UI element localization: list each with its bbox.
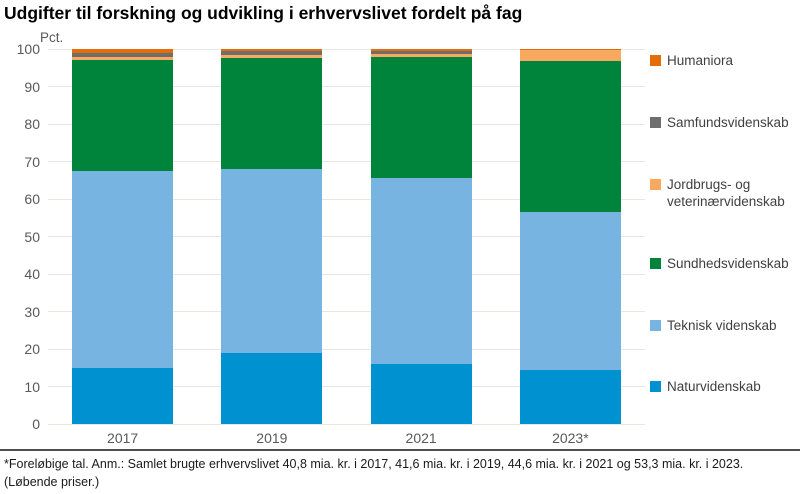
segment-humaniora [370, 49, 472, 51]
segment-naturvidenskab [72, 367, 174, 424]
gridline-70 [48, 161, 645, 162]
segment-teknisk-videnskab [72, 170, 174, 368]
segment-jordbrugs-og-veterin-rvidenskab [519, 50, 621, 61]
stacked-bar-2023* [519, 49, 621, 424]
legend: Humaniora Samfundsvidenskab Jordbrugs- og … [650, 52, 798, 396]
stacked-bar-2019 [221, 49, 323, 424]
x-tick-label-2021: 2021 [405, 430, 437, 446]
legend-item-jordbrugs-og-veterin-rvidenskab: Jordbrugs- og veterinærvidenskab [650, 176, 798, 211]
plot-area [48, 48, 645, 425]
y-axis-unit-label: Pct. [40, 30, 64, 45]
legend-label: Samfundsvidenskab [667, 114, 789, 130]
bar-slot-2021 [347, 49, 496, 424]
legend-swatch-icon [650, 178, 661, 190]
y-tick-label-70: 70 [24, 153, 40, 170]
segment-sundhedsvidenskab [221, 58, 323, 169]
x-tick-label-2019: 2019 [256, 430, 288, 446]
segment-humaniora [221, 49, 323, 51]
legend-item-humaniora: Humaniora [650, 52, 798, 70]
legend-swatch-icon [650, 381, 661, 393]
y-tick-label-100: 100 [16, 41, 40, 57]
y-tick-label-20: 20 [24, 341, 40, 357]
footer-divider [0, 449, 800, 451]
segment-naturvidenskab [519, 369, 621, 424]
segment-samfundsvidenskab [72, 52, 174, 57]
y-tick-label-90: 90 [24, 78, 40, 95]
legend-swatch-icon [650, 116, 661, 128]
bar-slot-2017 [48, 49, 197, 424]
segment-humaniora [519, 49, 621, 51]
y-tick-label-0: 0 [32, 416, 40, 432]
chart-title: Udgifter til forskning og udvikling i er… [4, 3, 523, 23]
y-tick-label-50: 50 [24, 228, 40, 245]
gridline-60 [48, 198, 645, 200]
bars-container [48, 49, 645, 424]
y-tick-label-60: 60 [24, 191, 40, 207]
y-tick-label-30: 30 [24, 303, 40, 320]
y-tick-label-80: 80 [24, 116, 40, 132]
segment-jordbrugs-og-veterin-rvidenskab [221, 54, 323, 59]
y-tick-label-10: 10 [24, 378, 40, 395]
gridline-20 [48, 348, 645, 350]
segment-sundhedsvidenskab [370, 56, 472, 179]
x-tick-label-2023*: 2023* [552, 430, 589, 446]
segment-teknisk-videnskab [221, 169, 323, 353]
stacked-bar-2017 [72, 49, 174, 424]
legend-label: Teknisk videnskab [667, 317, 777, 333]
segment-samfundsvidenskab [221, 50, 323, 55]
legend-label: Naturvidenskab [667, 379, 761, 395]
segment-naturvidenskab [370, 364, 472, 424]
bar-slot-2023* [496, 49, 645, 424]
gridline-0 [48, 423, 645, 425]
x-tick-label-2017: 2017 [107, 430, 139, 446]
gridline-90 [48, 86, 645, 87]
gridline-10 [48, 386, 645, 387]
segment-sundhedsvidenskab [519, 60, 621, 213]
segment-naturvidenskab [221, 352, 323, 424]
gridline-100 [48, 48, 645, 50]
legend-item-teknisk-videnskab: Teknisk videnskab [650, 317, 798, 335]
legend-swatch-icon [650, 257, 661, 269]
segment-jordbrugs-og-veterin-rvidenskab [72, 56, 174, 61]
legend-item-naturvidenskab: Naturvidenskab [650, 378, 798, 396]
segment-teknisk-videnskab [370, 178, 472, 364]
gridline-80 [48, 123, 645, 125]
legend-item-sundhedsvidenskab: Sundhedsvidenskab [650, 255, 798, 273]
gridline-40 [48, 273, 645, 275]
segment-sundhedsvidenskab [72, 60, 174, 171]
legend-label: Jordbrugs- og veterinærvidenskab [667, 176, 785, 210]
segment-samfundsvidenskab [370, 50, 472, 55]
stacked-bar-2021 [370, 49, 472, 424]
bar-slot-2019 [197, 49, 346, 424]
footnote-text: *Foreløbige tal. Anm.: Samlet brugte erh… [4, 457, 744, 490]
gridline-30 [48, 311, 645, 312]
y-tick-label-40: 40 [24, 266, 40, 282]
legend-swatch-icon [650, 319, 661, 331]
segment-jordbrugs-og-veterin-rvidenskab [370, 54, 472, 57]
legend-label: Sundhedsvidenskab [667, 255, 789, 271]
segment-teknisk-videnskab [519, 212, 621, 370]
legend-item-samfundsvidenskab: Samfundsvidenskab [650, 114, 798, 132]
legend-swatch-icon [650, 55, 661, 66]
legend-label: Humaniora [667, 53, 734, 68]
gridline-50 [48, 236, 645, 237]
segment-humaniora [72, 49, 174, 53]
